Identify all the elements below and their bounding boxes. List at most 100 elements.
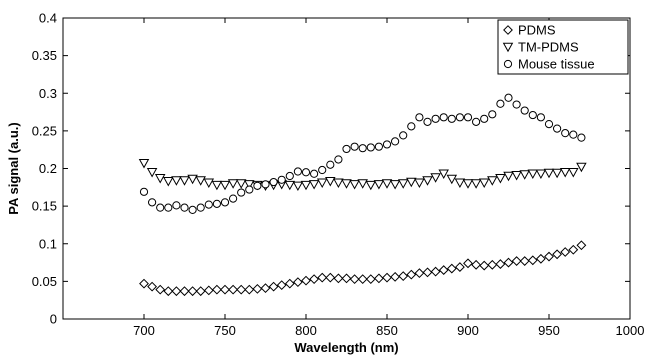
data-point-diamond bbox=[268, 281, 279, 292]
data-point-diamond bbox=[463, 258, 473, 269]
data-point-circle bbox=[229, 194, 238, 203]
data-point-diamond bbox=[187, 286, 198, 297]
data-point-diamond bbox=[301, 275, 311, 286]
data-point-triangle-down bbox=[373, 180, 385, 190]
data-point-triangle-down bbox=[495, 174, 506, 184]
data-point-circle bbox=[293, 167, 302, 176]
legend-marker-diamond bbox=[503, 25, 513, 35]
legend: PDMS TM-PDMS Mouse tissue bbox=[497, 19, 629, 75]
plot-area-frame bbox=[62, 17, 631, 320]
data-point-triangle-down bbox=[179, 176, 190, 186]
data-point-circle bbox=[310, 169, 319, 178]
data-point-diamond bbox=[406, 269, 417, 280]
data-point-diamond bbox=[365, 274, 376, 285]
data-point-diamond bbox=[487, 259, 498, 270]
data-point-triangle-down bbox=[244, 180, 255, 190]
y-axis-title: PA signal (a.u.) bbox=[6, 122, 21, 214]
data-point-circle bbox=[318, 165, 327, 175]
data-point-triangle-down bbox=[316, 178, 328, 189]
data-point-circle bbox=[536, 113, 546, 122]
data-point-circle bbox=[447, 114, 456, 123]
data-point-diamond bbox=[260, 283, 271, 294]
data-point-circle bbox=[358, 144, 367, 153]
data-point-diamond bbox=[511, 256, 522, 266]
data-layer bbox=[138, 93, 587, 297]
data-point-diamond bbox=[139, 278, 149, 289]
data-point-diamond bbox=[203, 285, 214, 296]
data-point-diamond bbox=[568, 244, 579, 255]
data-point-diamond bbox=[252, 283, 263, 294]
x-tick-label: 750 bbox=[214, 323, 236, 338]
data-point-circle bbox=[220, 198, 230, 207]
data-point-diamond bbox=[333, 273, 344, 284]
data-point-circle bbox=[553, 124, 562, 133]
x-tick-label: 700 bbox=[133, 323, 155, 338]
data-point-triangle-down bbox=[551, 168, 563, 179]
data-point-circle bbox=[480, 114, 489, 123]
legend-label: PDMS bbox=[518, 23, 556, 38]
y-tick-label: 0.4 bbox=[39, 11, 57, 26]
data-point-circle bbox=[164, 203, 173, 212]
data-point-triangle-down bbox=[430, 173, 441, 183]
legend-marker-circle bbox=[503, 59, 513, 69]
data-point-circle bbox=[431, 114, 440, 123]
data-point-circle bbox=[577, 133, 586, 142]
data-point-triangle-down bbox=[543, 168, 555, 179]
data-point-triangle-down bbox=[349, 180, 360, 190]
data-point-triangle-down bbox=[478, 178, 490, 189]
ticks-layer: 700 750 800 850 900 950 1000 0 0.05 0.1 0.15 0.2 0.2… bbox=[32, 11, 645, 339]
data-point-diamond bbox=[527, 255, 538, 266]
data-point-triangle-down bbox=[535, 169, 547, 179]
y-tick-label: 0.35 bbox=[32, 48, 57, 63]
data-point-diamond bbox=[471, 259, 482, 270]
data-point-circle bbox=[269, 177, 278, 187]
data-point-triangle-down bbox=[559, 168, 571, 178]
data-point-circle bbox=[180, 203, 189, 212]
data-point-diamond bbox=[382, 272, 392, 283]
data-point-circle bbox=[285, 171, 294, 181]
data-point-triangle-down bbox=[422, 176, 433, 186]
x-tick-label: 900 bbox=[457, 323, 479, 338]
data-point-triangle-down bbox=[227, 179, 239, 189]
data-point-circle bbox=[301, 168, 311, 177]
data-point-circle bbox=[423, 117, 432, 126]
data-point-circle bbox=[407, 122, 416, 131]
data-point-circle bbox=[253, 181, 262, 190]
data-point-diamond bbox=[284, 278, 295, 289]
data-point-diamond bbox=[236, 284, 247, 295]
data-point-circle bbox=[245, 185, 254, 194]
data-point-triangle-down bbox=[527, 169, 539, 179]
data-point-diamond bbox=[446, 263, 457, 274]
data-point-diamond bbox=[454, 262, 465, 272]
data-point-diamond bbox=[309, 274, 320, 285]
x-tick-label: 1000 bbox=[616, 323, 645, 338]
data-point-diamond bbox=[349, 274, 360, 285]
y-tick-label: 0.05 bbox=[32, 274, 57, 289]
y-tick-label: 0.3 bbox=[39, 86, 57, 101]
data-point-triangle-down bbox=[503, 171, 514, 182]
data-point-triangle-down bbox=[146, 168, 158, 178]
data-point-triangle-down bbox=[300, 180, 312, 191]
data-point-diamond bbox=[398, 271, 409, 282]
data-point-circle bbox=[455, 113, 464, 122]
data-point-circle bbox=[188, 205, 197, 214]
data-point-circle bbox=[463, 113, 473, 122]
data-point-diamond bbox=[195, 286, 206, 297]
y-tick-label: 0.2 bbox=[39, 161, 57, 176]
data-point-circle bbox=[569, 130, 578, 139]
data-point-diamond bbox=[341, 273, 352, 284]
data-point-triangle-down bbox=[333, 178, 344, 189]
series-diamond bbox=[139, 240, 587, 297]
data-point-diamond bbox=[171, 286, 182, 297]
data-point-circle bbox=[237, 188, 246, 197]
data-point-triangle-down bbox=[187, 174, 198, 185]
data-point-diamond bbox=[576, 240, 587, 251]
y-tick-label: 0.25 bbox=[32, 123, 57, 138]
data-point-triangle-down bbox=[568, 168, 579, 178]
data-point-triangle-down bbox=[381, 179, 393, 189]
data-point-triangle-down bbox=[341, 179, 352, 189]
legend-label: Mouse tissue bbox=[518, 57, 595, 72]
data-point-circle bbox=[156, 203, 165, 212]
data-point-diamond bbox=[438, 265, 449, 275]
